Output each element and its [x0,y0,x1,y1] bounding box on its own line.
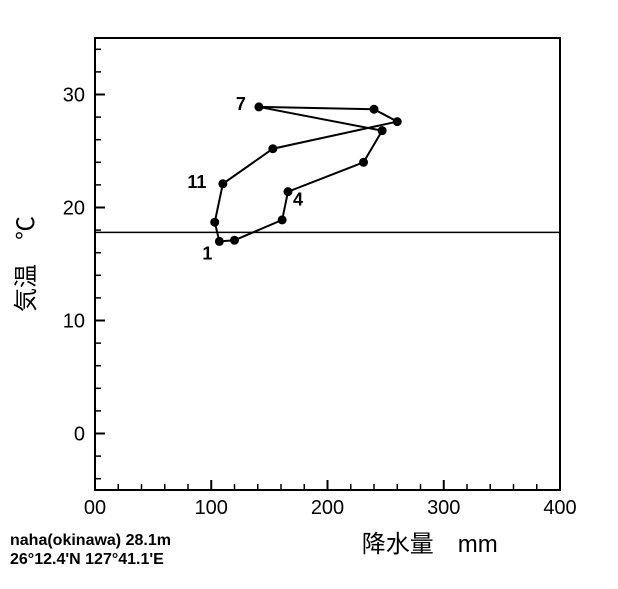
y-axis-label: 気温 ℃ [13,216,40,312]
climate-chart: 00 100 200 300 400 0 10 20 30 1 4 7 11 気温 ℃ 降水量 mm naha… [0,0,618,589]
data-point [268,144,277,153]
x-tick-label: 200 [311,497,344,519]
data-point [254,102,263,111]
x-tick-label: 300 [427,497,460,519]
data-point [359,158,368,167]
point-label: 11 [187,172,206,192]
data-point [283,187,292,196]
data-point [370,105,379,114]
plot-border [95,38,560,490]
y-tick-label: 0 [74,424,85,446]
point-label: 7 [236,94,246,114]
data-point [215,237,224,246]
caption-line-2: 26°12.4'N 127°41.1'E [10,551,164,568]
data-point [218,179,227,188]
y-tick-label: 10 [63,311,85,333]
x-tick-label: 100 [195,497,228,519]
data-point [393,117,402,126]
chart-svg: 00 100 200 300 400 0 10 20 30 1 4 7 11 気温 ℃ 降水量 mm naha… [0,0,618,589]
x-axis-label: 降水量 mm [362,531,498,558]
y-tick-label: 20 [63,198,85,220]
point-label: 4 [293,190,303,210]
data-point [278,215,287,224]
x-tick-label: 00 [84,497,106,519]
data-point [210,218,219,227]
point-label: 1 [202,243,212,263]
data-point [378,126,387,135]
y-tick-label: 30 [63,85,85,107]
data-point [230,236,239,245]
x-tick-label: 400 [543,497,576,519]
data-line [215,107,398,241]
caption-line-1: naha(okinawa) 28.1m [10,532,171,549]
